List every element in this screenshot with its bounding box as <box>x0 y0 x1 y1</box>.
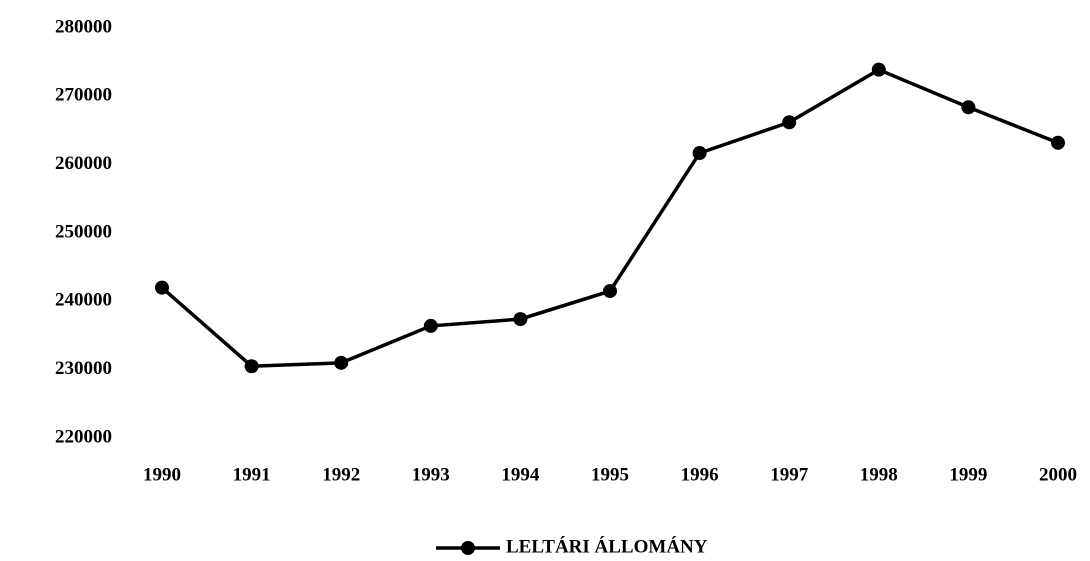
series-line <box>160 67 1059 369</box>
y-tick-label: 240000 <box>55 290 112 311</box>
legend-label: LELTÁRI ÁLLOMÁNY <box>506 535 708 557</box>
data-point <box>513 312 528 327</box>
x-tick-label: 1991 <box>233 464 271 485</box>
x-tick-label: 1992 <box>322 464 360 485</box>
data-point <box>334 355 349 370</box>
x-tick-label: 2000 <box>1039 464 1077 485</box>
data-point <box>782 115 797 130</box>
x-tick-label: 1994 <box>501 464 540 485</box>
data-point <box>1051 135 1065 150</box>
x-tick-label: 1995 <box>591 464 629 485</box>
x-tick-label: 1990 <box>143 464 181 485</box>
y-tick-label: 230000 <box>55 358 112 379</box>
data-point <box>155 280 169 295</box>
data-point <box>961 100 976 115</box>
y-tick-label: 280000 <box>55 16 112 37</box>
x-tick-label: 1999 <box>949 464 987 485</box>
y-tick-label: 260000 <box>55 153 112 174</box>
x-tick-label: 1996 <box>681 464 719 485</box>
y-tick-label: 220000 <box>55 426 112 447</box>
data-point <box>423 318 438 333</box>
y-tick-label: 270000 <box>55 85 112 106</box>
data-point <box>871 62 886 77</box>
y-tick-label: 250000 <box>55 221 112 242</box>
data-point <box>244 359 259 374</box>
data-point <box>692 146 707 161</box>
x-tick-label: 1993 <box>412 464 450 485</box>
x-tick-label: 1997 <box>770 464 809 485</box>
x-tick-label: 1998 <box>860 464 898 485</box>
data-point <box>603 284 617 299</box>
legend-marker <box>461 541 475 555</box>
